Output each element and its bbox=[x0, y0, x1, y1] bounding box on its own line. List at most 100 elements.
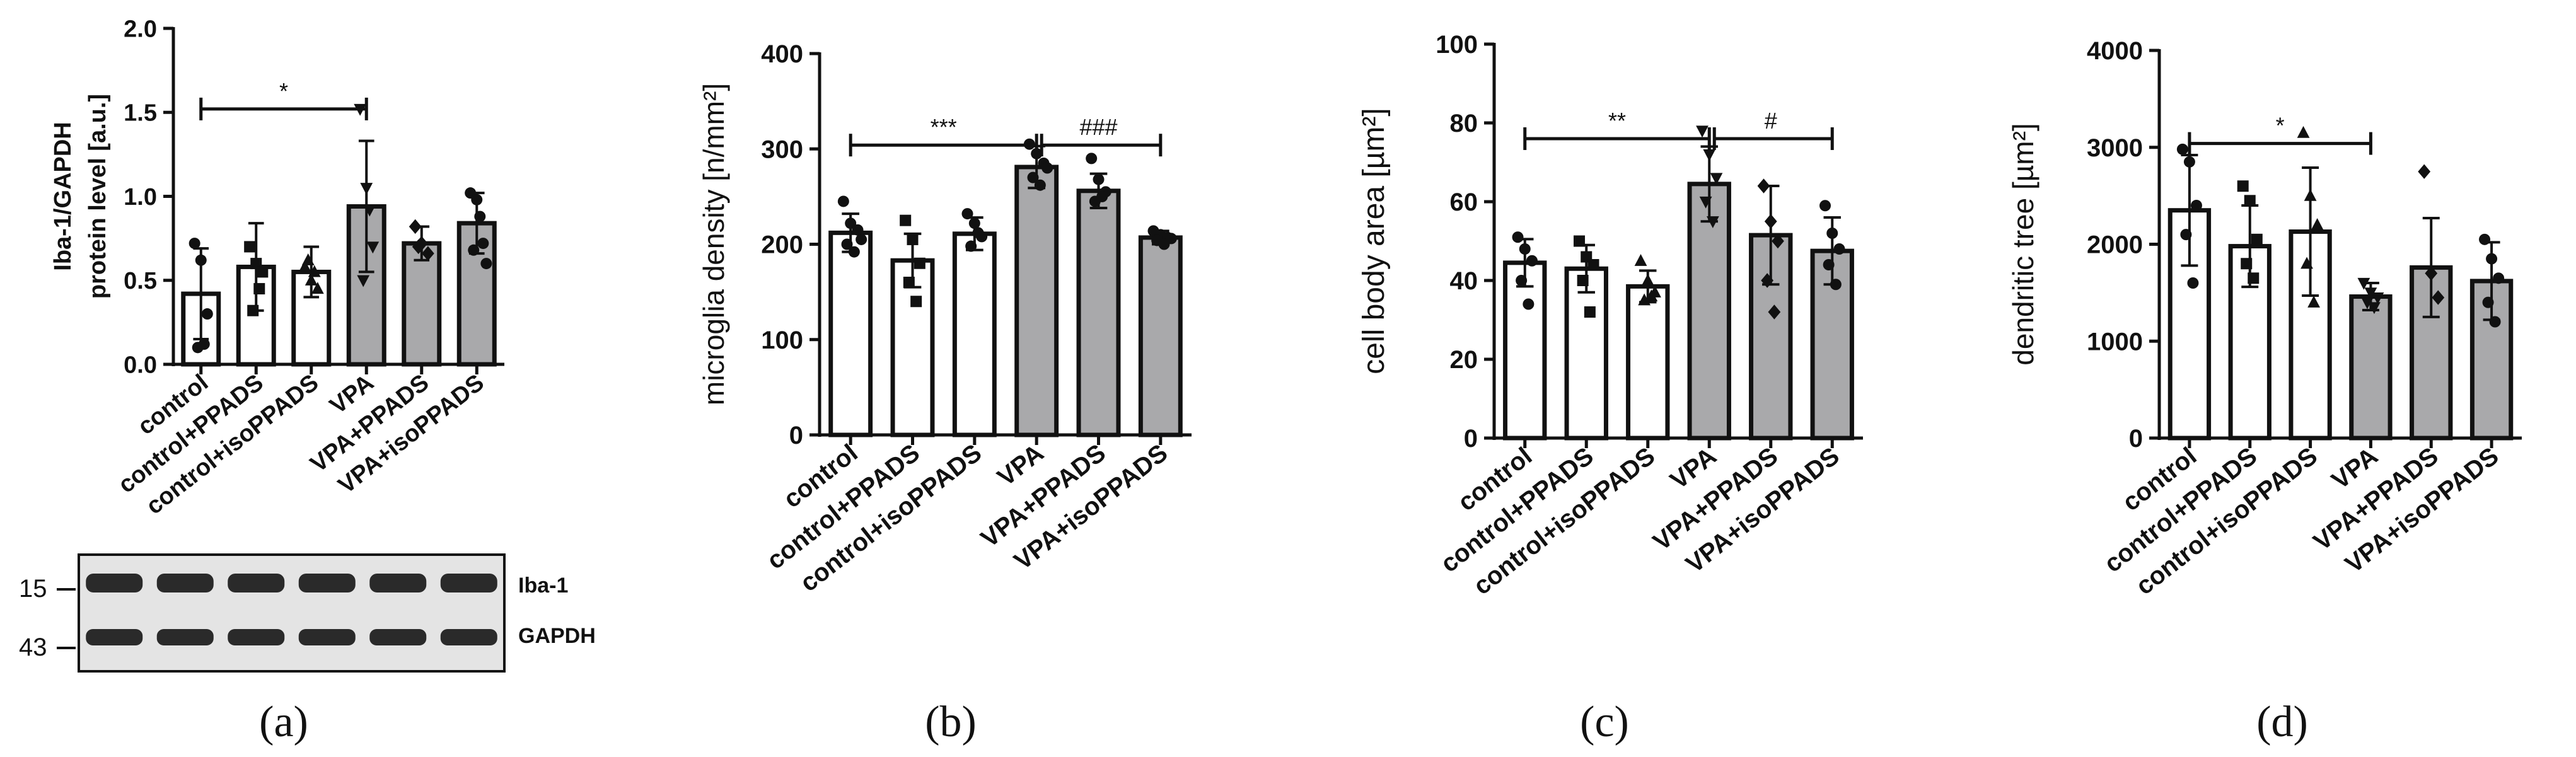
data-point bbox=[305, 273, 318, 286]
data-point bbox=[961, 208, 973, 220]
bar bbox=[2228, 244, 2271, 441]
data-point bbox=[852, 224, 864, 236]
y-tick-label: 100 bbox=[761, 326, 803, 354]
data-point bbox=[298, 260, 311, 272]
blot-band-iba1 bbox=[369, 574, 427, 592]
significance-label: ** bbox=[1608, 108, 1626, 134]
data-point bbox=[2489, 316, 2501, 328]
y-tick-label: 0 bbox=[789, 422, 803, 449]
data-point bbox=[1710, 173, 1723, 185]
y-tick-label: 1.5 bbox=[124, 100, 157, 127]
data-point bbox=[2486, 253, 2498, 265]
data-point bbox=[480, 258, 492, 270]
data-point bbox=[2176, 143, 2188, 155]
bar bbox=[1626, 284, 1670, 441]
data-point bbox=[1768, 304, 1781, 320]
blot-band-iba1 bbox=[156, 574, 214, 592]
y-tick-label: 80 bbox=[1450, 110, 1478, 137]
data-point bbox=[2357, 277, 2370, 290]
y-tick-label: 1000 bbox=[2087, 328, 2143, 355]
data-point bbox=[1703, 149, 1716, 161]
y-tick-label: 1.0 bbox=[124, 184, 157, 211]
data-point bbox=[1699, 196, 1712, 209]
panel-label: (b) bbox=[925, 698, 977, 746]
data-point bbox=[848, 246, 860, 258]
data-point bbox=[2307, 295, 2321, 308]
data-point bbox=[1027, 171, 1039, 183]
blot-band-gapdh bbox=[228, 629, 285, 645]
y-axis-title: microglia density [n/mm²] bbox=[697, 83, 730, 405]
blot-band-iba1 bbox=[440, 574, 497, 592]
y-tick-label: 2000 bbox=[2087, 231, 2143, 259]
panel-label: (c) bbox=[1580, 698, 1629, 746]
y-tick-label: 60 bbox=[1450, 188, 1478, 216]
significance-label: # bbox=[1765, 108, 1777, 134]
data-point bbox=[1761, 273, 1774, 288]
data-point bbox=[468, 244, 480, 256]
data-point bbox=[471, 194, 483, 205]
bar bbox=[1014, 165, 1059, 437]
data-point bbox=[198, 338, 210, 350]
blot-band-label: GAPDH bbox=[518, 624, 596, 648]
data-point bbox=[1584, 306, 1596, 318]
y-tick-label: 0 bbox=[2129, 425, 2143, 453]
data-point bbox=[965, 240, 977, 252]
data-point bbox=[201, 308, 213, 320]
bar bbox=[890, 258, 935, 437]
bar bbox=[828, 230, 873, 437]
data-point bbox=[910, 296, 922, 308]
y-axis-title: Iba-1/GAPDH bbox=[50, 122, 76, 270]
data-point bbox=[2493, 272, 2505, 284]
blot-size-marker: 15 bbox=[19, 575, 47, 603]
data-point bbox=[1574, 235, 1586, 247]
data-point bbox=[1512, 231, 1524, 243]
data-point bbox=[195, 254, 207, 266]
blot-band-iba1 bbox=[298, 574, 356, 592]
data-point bbox=[1086, 153, 1098, 165]
bar bbox=[1076, 188, 1121, 437]
y-tick-label: 20 bbox=[1450, 346, 1478, 374]
data-point bbox=[903, 277, 915, 288]
data-point bbox=[2371, 292, 2384, 304]
data-point bbox=[1830, 279, 1842, 291]
data-point bbox=[2304, 188, 2317, 201]
y-tick-label: 200 bbox=[761, 231, 803, 259]
data-point bbox=[301, 253, 315, 265]
data-point bbox=[845, 217, 857, 229]
blot-band-iba1 bbox=[86, 574, 143, 592]
data-point bbox=[900, 214, 912, 226]
data-point bbox=[1823, 259, 1835, 270]
data-point bbox=[421, 246, 434, 261]
data-point bbox=[856, 233, 867, 245]
data-point bbox=[2190, 200, 2202, 211]
data-point bbox=[189, 238, 200, 250]
data-point bbox=[1706, 216, 1719, 229]
data-point bbox=[409, 219, 422, 234]
data-point bbox=[1772, 233, 1784, 249]
bar bbox=[2349, 294, 2393, 441]
data-point bbox=[2482, 296, 2494, 308]
data-point bbox=[1757, 178, 1770, 194]
data-point bbox=[366, 241, 380, 254]
y-tick-label: 300 bbox=[761, 136, 803, 163]
blot-size-marker: 43 bbox=[19, 633, 47, 661]
y-tick-label: 2.0 bbox=[124, 16, 157, 42]
data-point bbox=[914, 257, 925, 269]
data-point bbox=[968, 217, 980, 229]
y-axis-title: dendritic tree [µm²] bbox=[2007, 123, 2039, 365]
significance-label: ### bbox=[1079, 114, 1117, 140]
data-point bbox=[2187, 277, 2199, 289]
data-point bbox=[2300, 257, 2313, 269]
y-tick-label: 100 bbox=[1436, 31, 1478, 59]
data-point bbox=[363, 204, 376, 217]
data-point bbox=[2180, 229, 2192, 241]
data-point bbox=[257, 266, 269, 278]
data-point bbox=[247, 304, 259, 316]
data-point bbox=[253, 283, 265, 295]
blot-band-gapdh bbox=[156, 629, 214, 645]
data-point bbox=[1577, 275, 1589, 286]
data-point bbox=[1516, 275, 1528, 286]
bar bbox=[1564, 266, 1608, 441]
data-point bbox=[1819, 200, 1831, 212]
